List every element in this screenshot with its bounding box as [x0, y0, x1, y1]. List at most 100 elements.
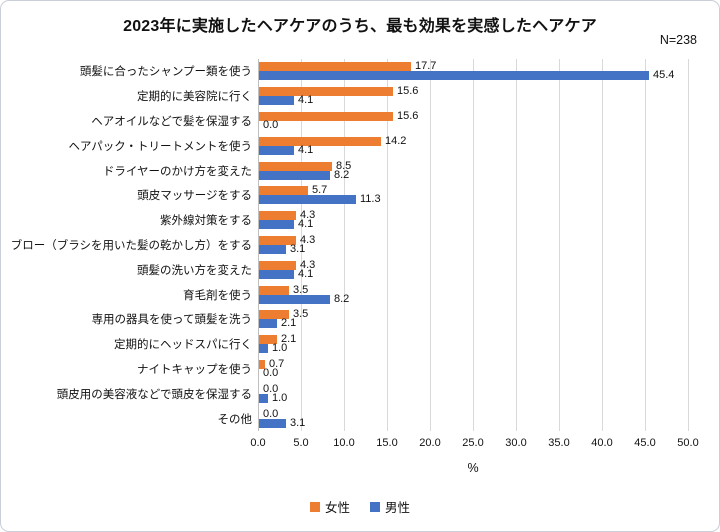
category-label: ドライヤーのかけ方を変えた — [102, 165, 252, 178]
value-label-male: 0.0 — [263, 119, 279, 131]
value-label-male: 4.1 — [298, 94, 314, 107]
value-label-male: 4.1 — [298, 218, 314, 231]
value-label-female: 15.6 — [397, 85, 419, 98]
gridline — [602, 59, 603, 431]
bar-female — [259, 161, 332, 171]
legend: 女性 男性 — [1, 497, 719, 516]
category-label: 育毛剤を使う — [183, 289, 252, 302]
chart-title: 2023年に実施したヘアケアのうち、最も効果を実感したヘアケア — [123, 18, 597, 35]
legend-label-female: 女性 — [324, 501, 350, 515]
gridline — [516, 59, 517, 431]
category-label: ヘアパック・トリートメントを使う — [68, 140, 252, 153]
x-tick-label: 35.0 — [548, 437, 570, 449]
value-label-male: 1.0 — [272, 391, 288, 404]
x-tick-label: 10.0 — [333, 437, 355, 449]
value-label-female: 3.5 — [293, 308, 309, 321]
value-label-female: 3.5 — [293, 283, 309, 296]
category-label: ブロー（ブラシを用いた髪の乾かし方）をする — [10, 239, 252, 252]
category-label: 頭皮用の美容液などで頭皮を保湿する — [56, 388, 252, 401]
value-label-male: 8.2 — [334, 292, 350, 305]
value-label-male: 1.0 — [272, 342, 288, 355]
legend-item-female: 女性 — [309, 497, 350, 516]
value-label-female: 0.0 — [263, 382, 279, 395]
value-axis-line — [258, 59, 259, 431]
bar-female — [259, 112, 393, 121]
category-label: 頭皮マッサージをする — [137, 190, 252, 203]
bar-male — [259, 269, 294, 279]
value-label-female: 5.7 — [312, 184, 328, 197]
bar-male — [259, 418, 286, 428]
value-label-male: 2.1 — [281, 317, 297, 330]
bar-female — [259, 211, 296, 221]
x-tick-label: 0.0 — [250, 437, 266, 449]
value-label-female: 15.6 — [397, 110, 419, 122]
gridline — [430, 59, 431, 431]
category-label: 定期的にヘッドスパに行く — [114, 339, 252, 352]
bar-female — [259, 186, 308, 196]
category-label: その他 — [217, 413, 253, 426]
value-label-female: 0.7 — [269, 358, 285, 370]
value-label-male: 4.1 — [298, 143, 314, 156]
value-label-male: 11.3 — [360, 193, 381, 206]
value-label-male: 3.1 — [290, 243, 306, 255]
x-tick-label: 5.0 — [293, 437, 309, 449]
bar-male — [259, 71, 649, 81]
bar-male — [259, 344, 268, 354]
x-tick-label: 25.0 — [462, 437, 484, 449]
category-label: 紫外線対策をする — [160, 215, 252, 228]
bar-female — [259, 62, 411, 72]
value-label-male: 8.2 — [334, 168, 350, 181]
bar-male — [259, 319, 277, 329]
bar-male — [259, 195, 356, 205]
bar-female — [259, 310, 289, 320]
gridline — [688, 59, 689, 431]
sample-size-label: N=238 — [659, 33, 697, 47]
gridline — [387, 59, 388, 431]
category-label: 頭髪に合ったシャンプー類を使う — [79, 66, 252, 79]
category-label: 専用の器具を使って頭髪を洗う — [91, 314, 252, 327]
bar-male — [259, 245, 286, 254]
gridline — [301, 59, 302, 431]
bar-female — [259, 87, 393, 97]
value-label-female: 4.3 — [300, 258, 316, 271]
female-series-swatch — [309, 501, 320, 512]
legend-label-male: 男性 — [385, 501, 411, 515]
male-series-swatch — [370, 501, 380, 512]
value-label-female: 17.7 — [415, 60, 437, 73]
value-label-female: 4.3 — [300, 234, 316, 246]
bar-male — [259, 393, 268, 403]
x-axis-label: % — [467, 461, 479, 475]
value-label-female: 8.5 — [336, 159, 352, 172]
x-tick-label: 40.0 — [591, 437, 613, 449]
value-label-male: 4.1 — [298, 267, 314, 280]
value-label-female: 2.1 — [281, 333, 297, 346]
value-label-male: 45.4 — [653, 69, 675, 82]
category-label: ナイトキャップを使う — [137, 363, 252, 376]
bar-female — [259, 335, 277, 345]
x-tick-label: 15.0 — [376, 437, 398, 449]
x-tick-label: 50.0 — [677, 437, 699, 449]
bar-female — [259, 236, 296, 245]
bar-female — [259, 285, 289, 295]
legend-item-male: 男性 — [370, 497, 410, 516]
gridline — [645, 59, 646, 431]
x-tick-label: 30.0 — [505, 437, 527, 449]
bar-male — [259, 294, 330, 304]
value-label-male: 0.0 — [263, 367, 279, 379]
value-label-female: 14.2 — [385, 134, 407, 147]
category-label: 定期的に美容院に行く — [137, 91, 252, 104]
category-label: ヘアオイルなどで髪を保湿する — [91, 115, 252, 128]
bar-male — [259, 145, 294, 155]
x-tick-label: 20.0 — [419, 437, 441, 449]
bar-male — [259, 170, 330, 180]
plot-area: 17.7 45.4 15.6 4.1 15.6 0.0 14.2 4.1 8.5 8.2 5.7 11… — [258, 59, 689, 431]
value-label-female: 0.0 — [263, 407, 279, 420]
gridline — [344, 59, 345, 431]
category-axis: 頭髪に合ったシャンプー類を使う定期的に美容院に行くヘアオイルなどで髪を保湿するヘ… — [1, 59, 252, 431]
value-label-female: 4.3 — [300, 209, 316, 222]
bar-female — [259, 360, 265, 369]
bar-female — [259, 260, 296, 270]
value-label-male: 3.1 — [290, 416, 306, 429]
x-tick-label: 45.0 — [634, 437, 656, 449]
